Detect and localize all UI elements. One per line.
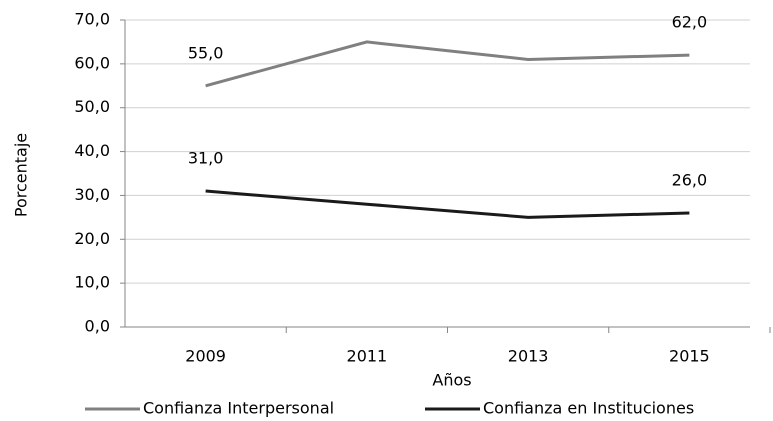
legend-label: Confianza Interpersonal: [143, 399, 334, 418]
x-tick-label: 2011: [347, 347, 388, 366]
data-label: 55,0: [188, 43, 224, 62]
y-tick-label: 40,0: [74, 141, 110, 160]
y-tick-label: 0,0: [85, 317, 110, 336]
x-axis-label: Años: [432, 371, 471, 390]
x-tick-label: 2009: [185, 347, 226, 366]
y-tick-label: 60,0: [74, 53, 110, 72]
data-label: 26,0: [672, 170, 708, 189]
x-tick-label: 2015: [669, 347, 710, 366]
series-line: [205, 189, 690, 219]
x-tick-label: 2013: [508, 347, 549, 366]
y-tick-label: 50,0: [74, 97, 110, 116]
data-label: 31,0: [188, 149, 224, 168]
series-line: [205, 40, 690, 88]
data-label: 62,0: [672, 13, 708, 32]
y-tick-label: 30,0: [74, 185, 110, 204]
y-tick-label: 70,0: [74, 10, 110, 29]
y-tick-label: 10,0: [74, 273, 110, 292]
legend-label: Confianza en Instituciones: [483, 399, 694, 418]
y-axis-label: Porcentaje: [12, 133, 31, 217]
y-tick-label: 20,0: [74, 229, 110, 248]
